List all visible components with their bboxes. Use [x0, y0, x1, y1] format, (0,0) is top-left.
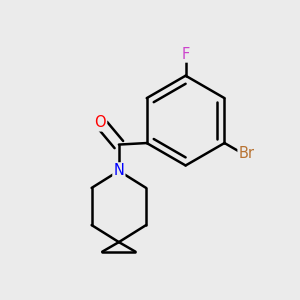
Text: F: F [182, 46, 190, 62]
Text: N: N [113, 164, 124, 178]
Text: Br: Br [238, 146, 255, 160]
Text: O: O [94, 116, 106, 130]
